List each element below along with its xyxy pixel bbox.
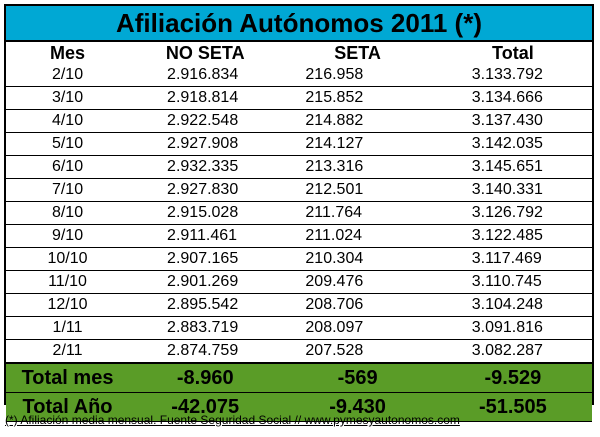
cell-seta: 207.528: [305, 342, 364, 359]
table-body: 2/10 2.916.834 216.958 3.133.792 3/10 2.918.8…: [6, 64, 592, 363]
summary-label: Total mes: [6, 362, 130, 393]
table-row: 6/10 2.932.335 213.316 3.145.651: [6, 156, 592, 179]
cell-mes: 2/10: [51, 66, 84, 83]
cell-noseta: 2.927.908: [167, 135, 239, 152]
cell-mes: 8/10: [51, 204, 84, 221]
cell-seta: 208.097: [305, 319, 364, 336]
cell-noseta: 2.883.719: [167, 319, 239, 336]
cell-total: 3.142.035: [471, 135, 543, 152]
cell-total: 3.091.816: [471, 319, 543, 336]
table-row: 4/10 2.922.548 214.882 3.137.430: [6, 110, 592, 133]
header-seta: SETA: [334, 42, 381, 63]
cell-mes: 3/10: [51, 89, 84, 106]
cell-total: 3.122.485: [471, 227, 543, 244]
cell-seta: 212.501: [305, 181, 364, 198]
table-title: Afiliación Autónomos 2011 (*): [6, 6, 592, 42]
table-row: 1/11 2.883.719 208.097 3.091.816: [6, 317, 592, 340]
summary-row: Total mes -8.960 -569 -9.529: [6, 362, 592, 393]
cell-total: 3.104.248: [471, 296, 543, 313]
cell-seta: 215.852: [305, 89, 364, 106]
header-mes: Mes: [50, 42, 86, 63]
table-row: 8/10 2.915.028 211.764 3.126.792: [6, 202, 592, 225]
cell-noseta: 2.907.165: [167, 250, 239, 267]
cell-mes: 2/11: [52, 342, 83, 359]
cell-noseta: 2.927.830: [167, 181, 239, 198]
cell-mes: 1/11: [52, 319, 83, 336]
summary-total: -51.505: [478, 396, 547, 418]
cell-seta: 216.958: [305, 66, 364, 83]
header-noseta: NO SETA: [165, 42, 245, 63]
cell-seta: 214.882: [305, 112, 364, 129]
cell-mes: 11/10: [48, 273, 87, 290]
data-table-frame: Afiliación Autónomos 2011 (*) Mes NO SET…: [4, 4, 594, 422]
summary-seta: -9.430: [329, 396, 386, 418]
table-row: 9/10 2.911.461 211.024 3.122.485: [6, 225, 592, 248]
summary-seta: -569: [281, 362, 434, 393]
table-row: 5/10 2.927.908 214.127 3.142.035: [6, 133, 592, 156]
table-row: 10/10 2.907.165 210.304 3.117.469: [6, 248, 592, 271]
cell-mes: 6/10: [51, 158, 84, 175]
footnote[interactable]: (*) Afiliación media mensual. Fuente Seg…: [5, 413, 460, 427]
cell-noseta: 2.918.814: [167, 89, 239, 106]
cell-seta: 209.476: [305, 273, 364, 290]
cell-noseta: 2.874.759: [167, 342, 239, 359]
summary-noseta: -8.960: [129, 362, 282, 393]
cell-total: 3.145.651: [471, 158, 543, 175]
table-row: 7/10 2.927.830 212.501 3.140.331: [6, 179, 592, 202]
cell-total: 3.082.287: [471, 342, 543, 359]
cell-total: 3.126.792: [471, 204, 543, 221]
cell-total: 3.137.430: [471, 112, 543, 129]
cell-mes: 12/10: [47, 296, 88, 313]
cell-noseta: 2.932.335: [167, 158, 239, 175]
cell-total: 3.133.792: [471, 66, 543, 83]
cell-mes: 4/10: [51, 112, 84, 129]
table-row: 2/10 2.916.834 216.958 3.133.792: [6, 64, 592, 87]
table-row: 12/10 2.895.542 208.706 3.104.248: [6, 294, 592, 317]
cell-seta: 211.764: [305, 204, 363, 221]
summary-row: Total Año -42.075 -9.430 -51.505: [6, 393, 592, 422]
cell-mes: 5/10: [51, 135, 84, 152]
table-row: 3/10 2.918.814 215.852 3.134.666: [6, 87, 592, 110]
cell-mes: 7/10: [51, 181, 84, 198]
cell-noseta: 2.911.461: [167, 227, 238, 244]
cell-seta: 210.304: [305, 250, 364, 267]
summary-total: -9.529: [433, 362, 592, 393]
afiliacion-table: Mes NO SETA SETA Total 2/10 2.916.834 216.…: [6, 42, 592, 422]
cell-total: 3.110.745: [471, 273, 542, 290]
header-total: Total: [492, 42, 534, 63]
cell-seta: 211.024: [305, 227, 363, 244]
cell-total: 3.140.331: [471, 181, 543, 198]
cell-seta: 214.127: [305, 135, 364, 152]
cell-noseta: 2.895.542: [167, 296, 239, 313]
table-row: 2/11 2.874.759 207.528 3.082.287: [6, 340, 592, 363]
cell-noseta: 2.922.548: [167, 112, 239, 129]
table-row: 11/10 2.901.269 209.476 3.110.745: [6, 271, 592, 294]
summary-label: Total Año: [22, 396, 113, 418]
summary-body: Total mes -8.960 -569 -9.529 Total Año -42.07…: [6, 362, 592, 422]
cell-seta: 208.706: [305, 296, 364, 313]
cell-total: 3.134.666: [471, 89, 543, 106]
cell-noseta: 2.901.269: [167, 273, 239, 290]
cell-total: 3.117.469: [471, 250, 542, 267]
summary-noseta: -42.075: [171, 396, 240, 418]
cell-noseta: 2.916.834: [167, 66, 239, 83]
cell-mes: 9/10: [51, 227, 84, 244]
cell-noseta: 2.915.028: [167, 204, 239, 221]
cell-seta: 213.316: [305, 158, 364, 175]
cell-mes: 10/10: [47, 250, 88, 267]
header-row: Mes NO SETA SETA Total: [6, 42, 592, 64]
